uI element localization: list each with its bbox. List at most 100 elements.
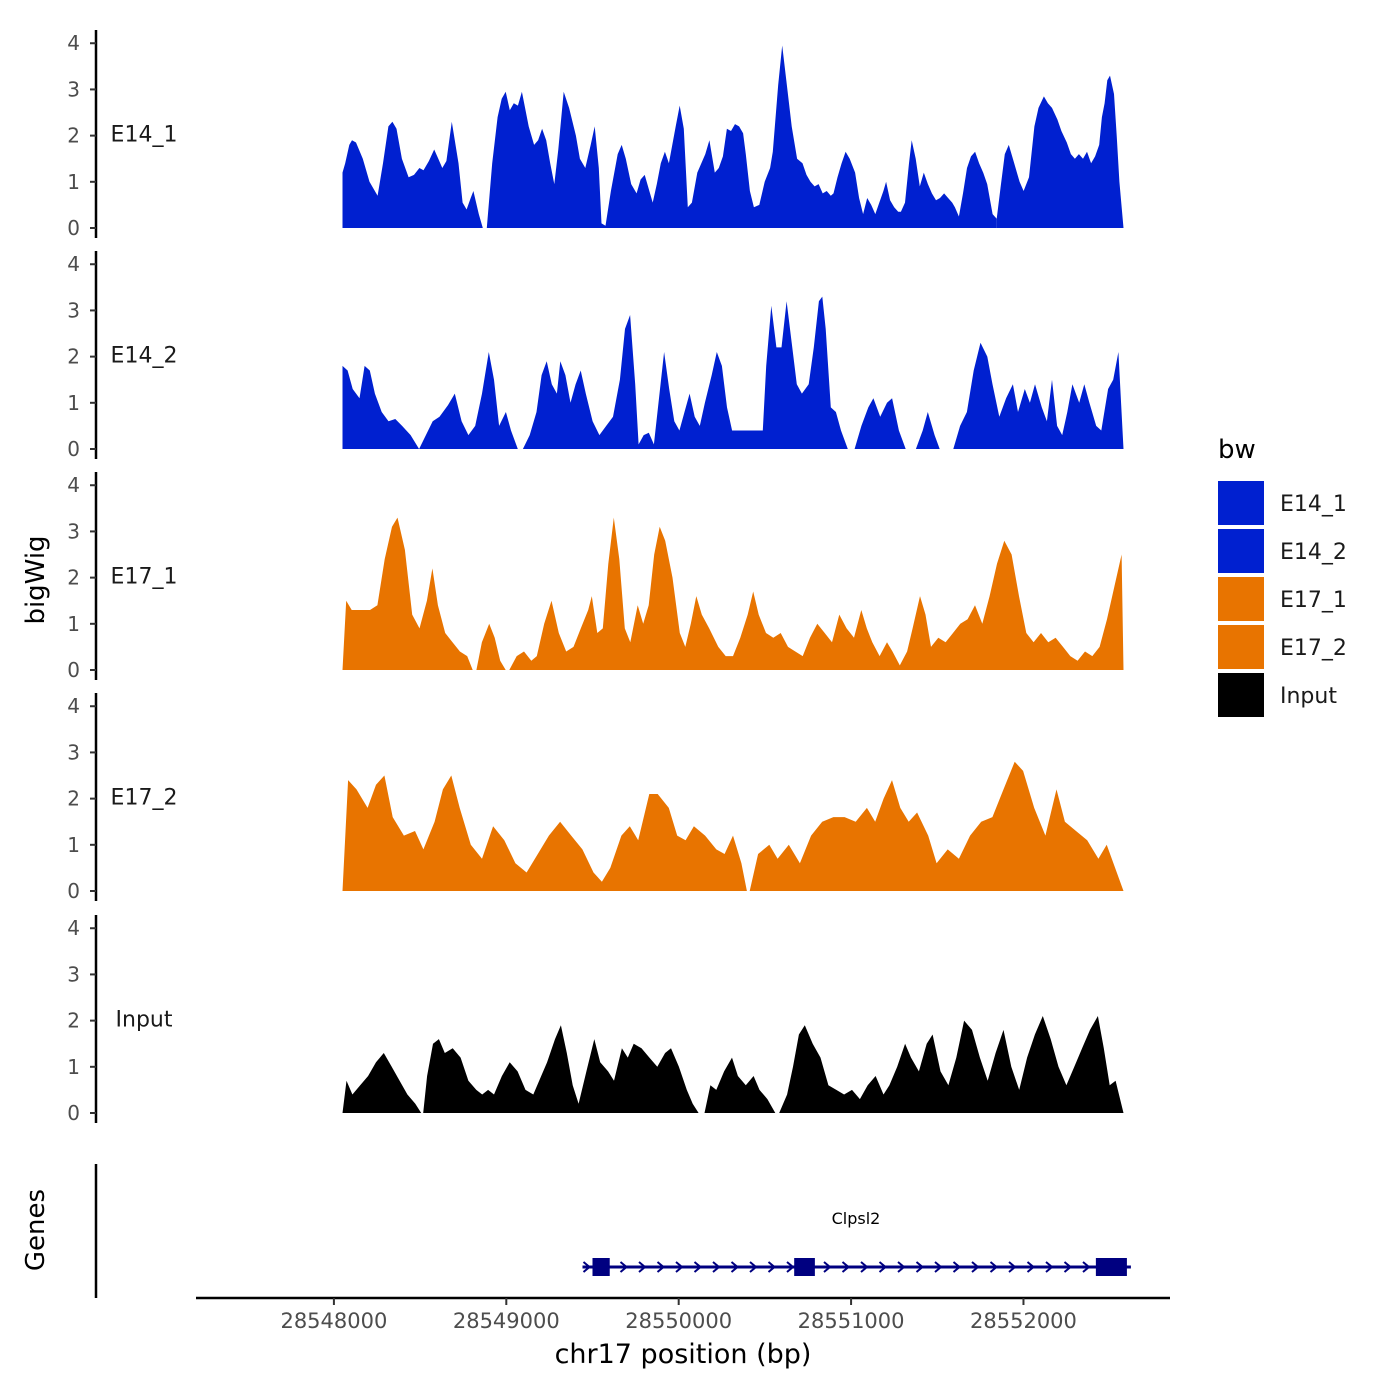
signal-area-input-2 xyxy=(704,1057,776,1113)
strand-chevron xyxy=(915,1261,925,1273)
strand-chevron xyxy=(989,1261,999,1273)
y-tick-label: 0 xyxy=(67,437,80,461)
y-tick-label: 3 xyxy=(67,298,80,322)
x-tick-label: 28548000 xyxy=(280,1309,387,1333)
signal-area-e17-1-0 xyxy=(342,517,473,670)
track-label: E14_2 xyxy=(111,344,178,369)
gene-label: Clpsl2 xyxy=(832,1209,881,1228)
strand-chevron xyxy=(860,1261,869,1273)
legend-label-input: Input xyxy=(1280,684,1337,709)
legend-title: bw xyxy=(1218,435,1256,465)
legend-swatch-e14-2 xyxy=(1218,529,1264,573)
y-tick-label: 2 xyxy=(67,124,80,148)
track-panel-e14-1: 0 1 2 3 4 E14_1 xyxy=(67,30,1124,240)
strand-chevron xyxy=(1008,1261,1017,1273)
x-axis: 28548000 28549000 28550000 28551000 28552000 xyxy=(196,1296,1170,1333)
y-tick-label: 2 xyxy=(67,345,80,369)
legend-swatch-e14-1 xyxy=(1218,481,1264,525)
strand-chevron xyxy=(878,1261,888,1273)
y-tick-label: 0 xyxy=(67,658,80,682)
legend-swatch-e17-2 xyxy=(1218,625,1264,669)
signal-area-e17-1-1 xyxy=(476,623,506,670)
x-tick-label: 28549000 xyxy=(453,1309,560,1333)
legend-swatch-e17-1 xyxy=(1218,577,1264,621)
strand-chevron xyxy=(619,1261,629,1273)
strand-chevron xyxy=(712,1261,721,1273)
y-tick-label: 3 xyxy=(67,77,80,101)
signal-area-input-0 xyxy=(342,1053,422,1113)
signal-area-e14-2-1 xyxy=(522,296,848,449)
track-label: Input xyxy=(116,1008,173,1033)
signal-area-e14-2-0 xyxy=(342,352,518,449)
x-tick-label: 28550000 xyxy=(625,1309,732,1333)
legend-swatch-input xyxy=(1218,673,1264,717)
strand-chevron xyxy=(841,1261,851,1273)
y-tick-label: 1 xyxy=(67,170,80,194)
legend-label-e14-2: E14_2 xyxy=(1280,540,1347,565)
y-tick-label: 0 xyxy=(67,879,80,903)
y-tick-label: 4 xyxy=(67,252,80,276)
y-tick-label: 1 xyxy=(67,1055,80,1079)
strand-chevron xyxy=(1026,1261,1036,1273)
legend: bw E14_1 E14_2 E17_1 E17_2 Input xyxy=(1218,435,1347,717)
strand-chevron xyxy=(749,1261,758,1273)
y-tick-label: 0 xyxy=(67,1101,80,1125)
strand-chevron xyxy=(693,1261,703,1273)
signal-area-e14-2-3 xyxy=(915,412,940,449)
track-panel-e17-2: 0 1 2 3 4 E17_2 xyxy=(67,693,1124,903)
strand-chevron xyxy=(582,1261,592,1273)
signal-area-e17-2-1 xyxy=(749,761,1124,891)
strand-chevron xyxy=(1082,1261,1091,1273)
strand-chevron xyxy=(823,1261,832,1273)
strand-chevron xyxy=(638,1261,647,1273)
genes-axis-title: Genes xyxy=(21,1189,51,1271)
signal-area-e14-1-0 xyxy=(342,121,483,228)
strand-chevron xyxy=(1063,1261,1073,1273)
y-tick-label: 2 xyxy=(67,566,80,590)
signal-area-e14-2-4 xyxy=(953,342,1124,449)
signal-area-e17-1-2 xyxy=(509,517,1124,670)
signal-area-e14-2-2 xyxy=(854,398,906,449)
track-label: E17_2 xyxy=(111,786,178,811)
y-tick-label: 1 xyxy=(67,612,80,636)
y-tick-label: 4 xyxy=(67,473,80,497)
y-tick-label: 2 xyxy=(67,787,80,811)
y-tick-label: 4 xyxy=(67,916,80,940)
y-tick-label: 3 xyxy=(67,519,80,543)
strand-chevron xyxy=(675,1261,684,1273)
strand-chevron xyxy=(1045,1261,1054,1273)
track-panel-input: 0 1 2 3 4 Input xyxy=(67,915,1124,1125)
exon-3 xyxy=(1095,1258,1127,1276)
y-tick-label: 1 xyxy=(67,391,80,415)
strand-chevron xyxy=(971,1261,980,1273)
y-tick-label: 2 xyxy=(67,1009,80,1033)
signal-area-input-1 xyxy=(423,1025,699,1113)
legend-label-e17-2: E17_2 xyxy=(1280,636,1347,661)
x-tick-label: 28552000 xyxy=(970,1309,1077,1333)
gene-track: Clpsl2 xyxy=(94,1164,1131,1298)
signal-area-e17-2-0 xyxy=(342,775,747,891)
track-panel-e14-2: 0 1 2 3 4 E14_2 xyxy=(67,251,1124,461)
strand-chevron xyxy=(730,1261,740,1273)
y-axis-title: bigWig xyxy=(21,535,51,624)
y-tick-label: 1 xyxy=(67,833,80,857)
signal-area-e14-1-2 xyxy=(996,75,1124,228)
x-tick-label: 28551000 xyxy=(798,1309,905,1333)
strand-chevron xyxy=(952,1261,962,1273)
tracks-layer: 0 1 2 3 4 E14_1 0 1 2 3 4 E14_2 0 1 2 3 4 E17_1 0 1 2 3 4 E17_2… xyxy=(67,30,1124,1125)
signal-area-e14-1-1 xyxy=(486,45,997,228)
y-tick-label: 4 xyxy=(67,694,80,718)
track-label: E14_1 xyxy=(111,123,178,148)
strand-chevron xyxy=(767,1261,777,1273)
track-panel-e17-1: 0 1 2 3 4 E17_1 xyxy=(67,472,1124,682)
x-axis-title: chr17 position (bp) xyxy=(555,1339,812,1370)
exon-1 xyxy=(592,1258,610,1276)
track-label: E17_1 xyxy=(111,565,178,590)
y-tick-label: 3 xyxy=(67,740,80,764)
strand-chevron xyxy=(897,1261,906,1273)
strand-chevron xyxy=(656,1261,666,1273)
y-tick-label: 3 xyxy=(67,962,80,986)
y-tick-label: 0 xyxy=(67,216,80,240)
signal-area-input-3 xyxy=(779,1016,1124,1113)
